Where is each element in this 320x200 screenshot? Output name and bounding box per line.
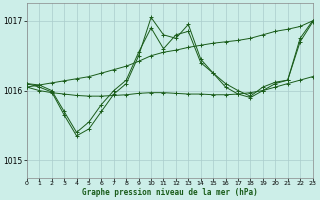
X-axis label: Graphe pression niveau de la mer (hPa): Graphe pression niveau de la mer (hPa) (82, 188, 258, 197)
